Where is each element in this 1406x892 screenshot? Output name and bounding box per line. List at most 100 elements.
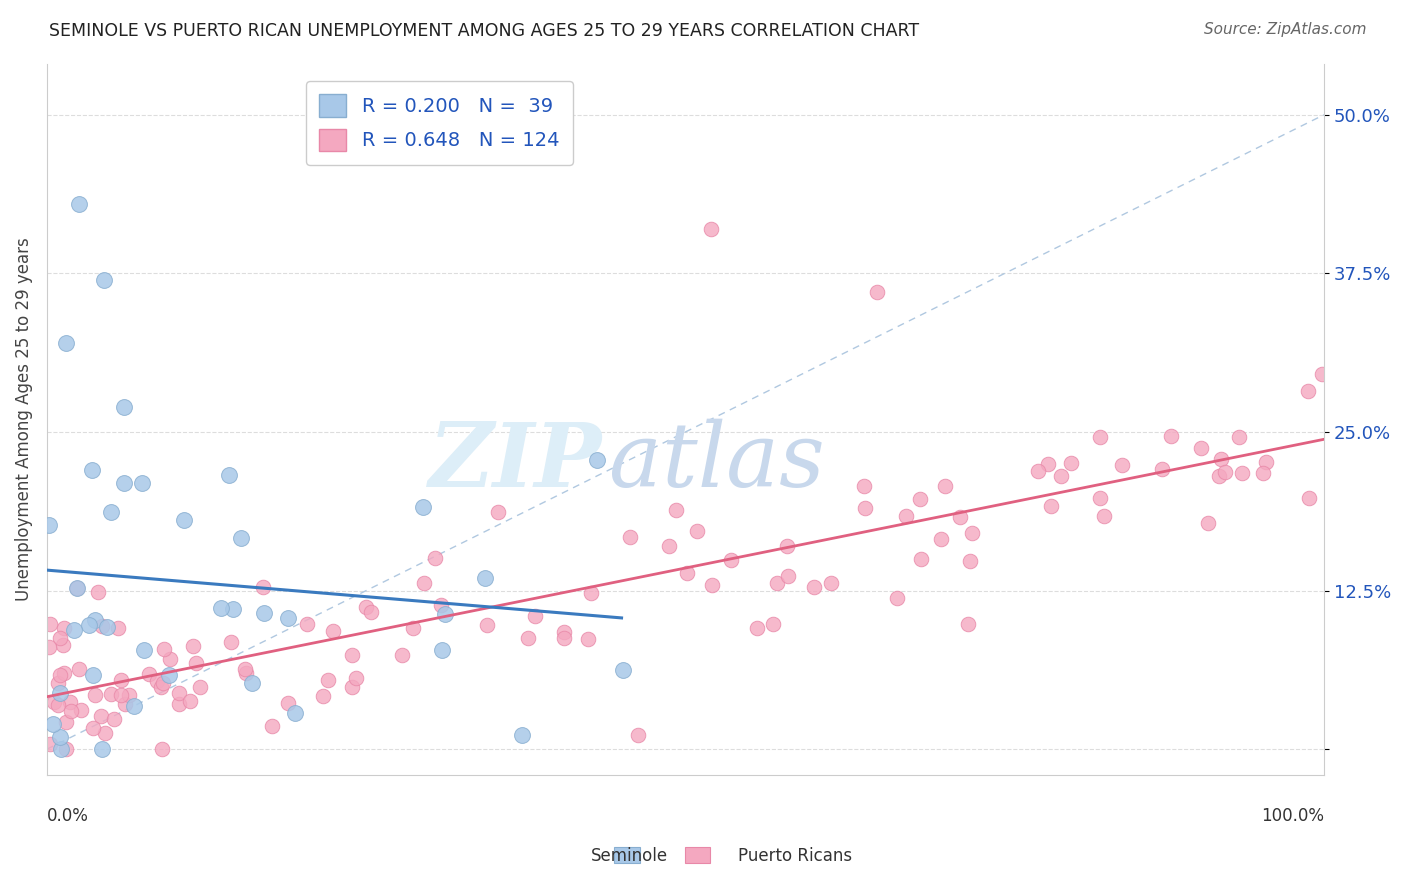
- Point: [82, 667, 104, 681]
- Point: [619, 530, 641, 544]
- Point: [720, 553, 742, 567]
- Point: [762, 616, 785, 631]
- Point: [402, 621, 425, 635]
- Point: [209, 600, 232, 615]
- Point: [110, 688, 132, 702]
- Point: [229, 531, 252, 545]
- Point: [38, 616, 60, 631]
- Point: [69, 703, 91, 717]
- Point: [67, 196, 90, 211]
- Point: [94, 726, 117, 740]
- Text: SEMINOLE VS PUERTO RICAN UNEMPLOYMENT AMONG AGES 25 TO 29 YEARS CORRELATION CHAR: SEMINOLE VS PUERTO RICAN UNEMPLOYMENT AM…: [49, 22, 920, 40]
- Point: [138, 667, 160, 681]
- Point: [686, 524, 709, 538]
- Point: [66, 581, 89, 595]
- Point: [91, 618, 114, 632]
- Point: [277, 696, 299, 710]
- Point: [153, 642, 176, 657]
- Point: [114, 476, 136, 491]
- Point: [48, 667, 70, 681]
- Point: [1088, 491, 1111, 506]
- Point: [1026, 464, 1049, 478]
- Point: [1213, 465, 1236, 479]
- Point: [63, 623, 86, 637]
- Point: [776, 539, 799, 553]
- Point: [52, 638, 75, 652]
- Point: [184, 656, 207, 670]
- Text: atlas: atlas: [609, 418, 824, 506]
- Point: [38, 640, 60, 654]
- Point: [1036, 458, 1059, 472]
- Point: [42, 695, 65, 709]
- Point: [39, 737, 62, 751]
- Point: [218, 468, 240, 483]
- Point: [149, 680, 172, 694]
- Point: [55, 336, 77, 351]
- Point: [322, 624, 344, 639]
- Point: [1088, 430, 1111, 444]
- Point: [1060, 456, 1083, 470]
- Text: Seminole: Seminole: [591, 847, 668, 865]
- Point: [853, 479, 876, 493]
- Point: [179, 694, 201, 708]
- Point: [38, 517, 60, 532]
- Point: [49, 742, 72, 756]
- Point: [159, 668, 181, 682]
- Point: [53, 665, 76, 680]
- Point: [553, 625, 575, 640]
- Point: [957, 617, 980, 632]
- Point: [114, 697, 136, 711]
- Point: [1211, 451, 1233, 466]
- Point: [93, 273, 115, 287]
- Point: [486, 505, 509, 519]
- Text: Puerto Ricans: Puerto Ricans: [738, 847, 852, 865]
- Point: [49, 631, 72, 645]
- Point: [80, 463, 103, 477]
- Text: Source: ZipAtlas.com: Source: ZipAtlas.com: [1204, 22, 1367, 37]
- Point: [96, 620, 118, 634]
- Point: [432, 643, 454, 657]
- Point: [585, 452, 607, 467]
- Point: [474, 571, 496, 585]
- Point: [675, 566, 697, 580]
- Y-axis label: Unemployment Among Ages 25 to 29 years: Unemployment Among Ages 25 to 29 years: [15, 237, 32, 601]
- Point: [1111, 458, 1133, 472]
- Point: [910, 491, 932, 506]
- Point: [87, 584, 110, 599]
- Point: [612, 663, 634, 677]
- Point: [181, 640, 204, 654]
- Point: [52, 621, 75, 635]
- Point: [1253, 467, 1275, 481]
- Point: [658, 539, 681, 553]
- Point: [1040, 499, 1063, 513]
- Point: [1092, 509, 1115, 524]
- Legend: R = 0.200   N =  39, R = 0.648   N = 124: R = 0.200 N = 39, R = 0.648 N = 124: [305, 81, 574, 165]
- Point: [413, 575, 436, 590]
- Point: [316, 673, 339, 687]
- Point: [84, 688, 107, 702]
- Point: [277, 611, 299, 625]
- Point: [516, 631, 538, 645]
- Point: [222, 602, 245, 616]
- Point: [100, 505, 122, 519]
- Point: [46, 676, 69, 690]
- Point: [745, 621, 768, 635]
- Point: [66, 581, 89, 595]
- Point: [188, 680, 211, 694]
- Point: [477, 618, 499, 632]
- Point: [1256, 455, 1278, 469]
- Point: [960, 526, 983, 541]
- Point: [627, 728, 650, 742]
- Point: [132, 643, 155, 657]
- Point: [67, 662, 90, 676]
- Point: [523, 609, 546, 624]
- Point: [55, 714, 77, 729]
- Point: [118, 688, 141, 702]
- Point: [342, 648, 364, 663]
- Point: [766, 576, 789, 591]
- Point: [262, 719, 284, 733]
- Point: [803, 580, 825, 594]
- Point: [576, 632, 599, 646]
- Point: [340, 680, 363, 694]
- Point: [702, 578, 724, 592]
